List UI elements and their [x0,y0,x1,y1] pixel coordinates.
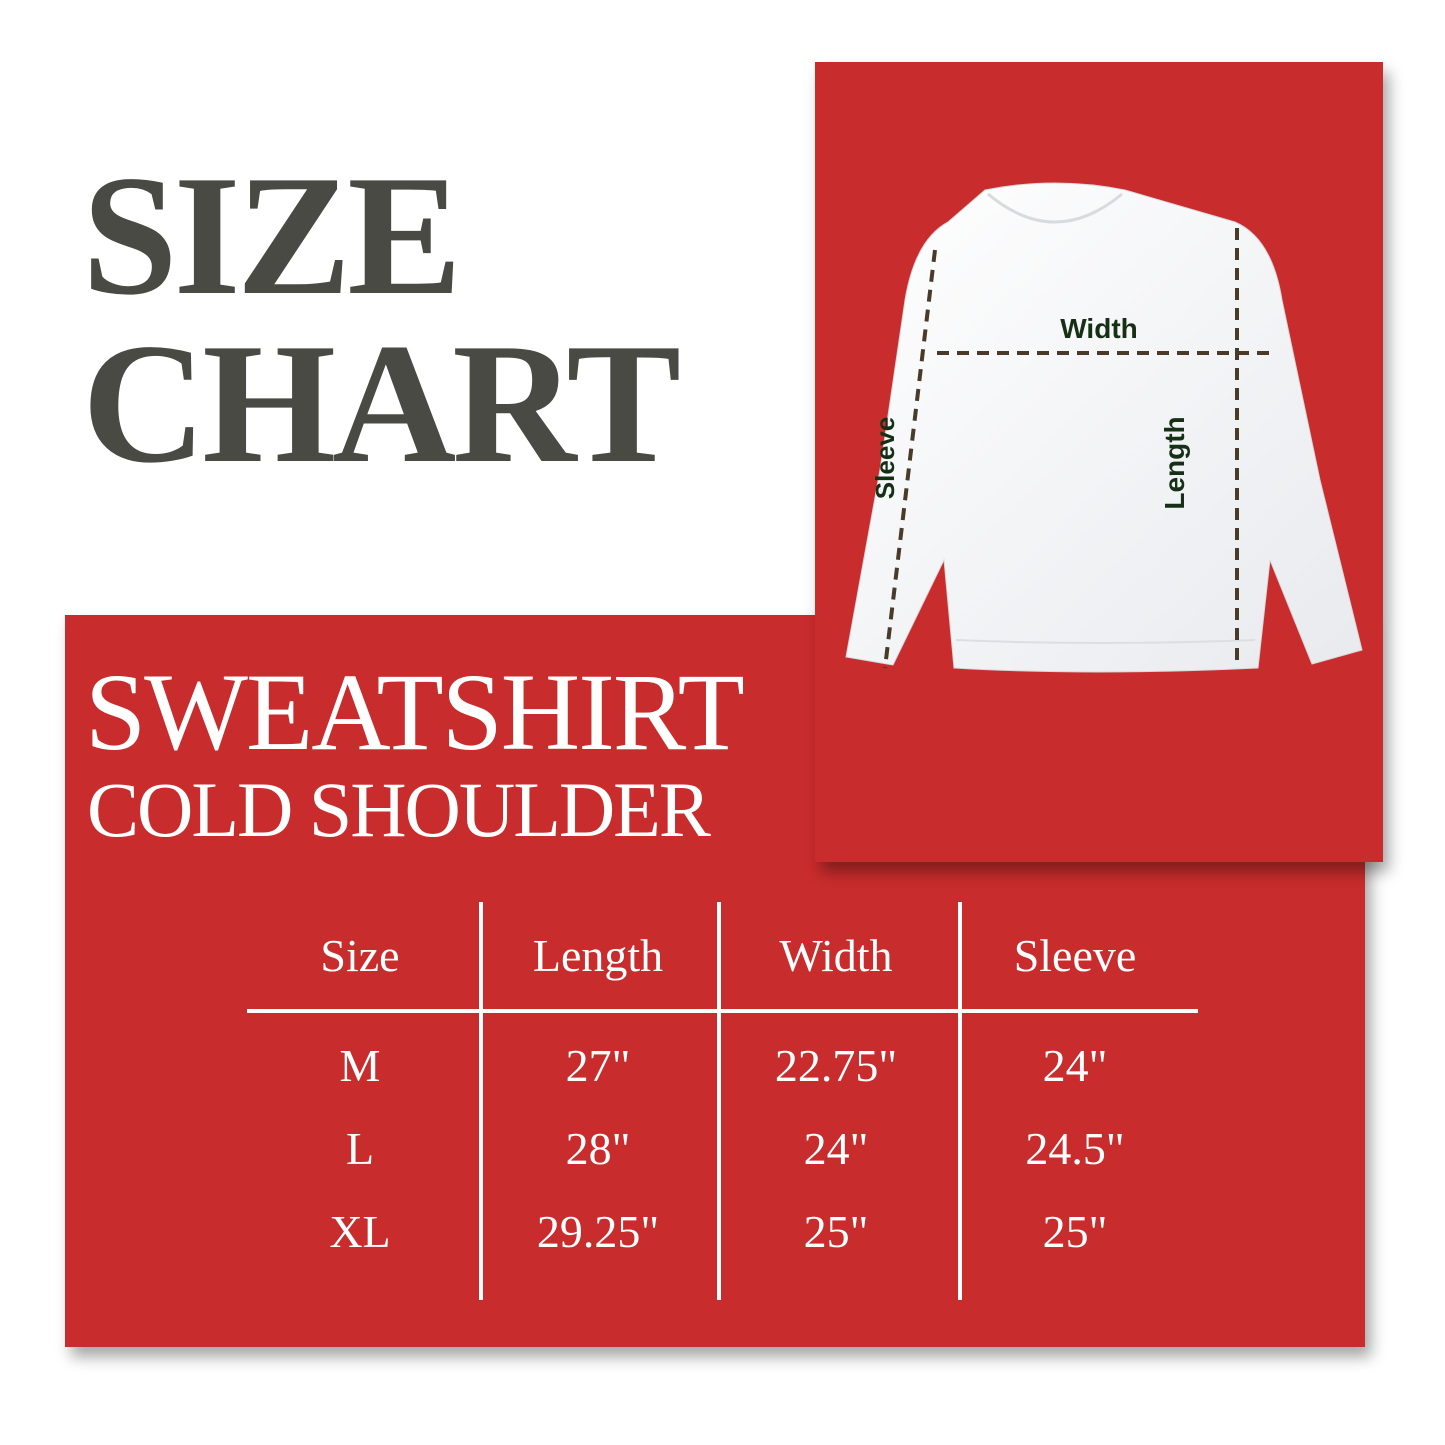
cell-sleeve: 24.5" [1025,1123,1125,1174]
cell-size: M [339,1040,381,1091]
product-name: SWEATSHIRT [85,651,745,773]
sleeve-label: Sleeve [870,417,900,499]
header-divider [247,1009,1198,1013]
sweatshirt-illustration [845,182,1363,673]
header-length: Length [532,930,664,981]
column-divider [958,902,962,1300]
title-chart: CHART [82,309,681,499]
header-size: Size [320,930,400,981]
sweatshirt-diagram: Width Sleeve Length [845,182,1363,673]
cell-width: 25" [803,1206,869,1257]
sleeve-dashed-line [883,249,937,669]
cell-width: 24" [803,1123,869,1174]
cell-length: 29.25" [536,1206,660,1257]
length-label: Length [1159,416,1190,509]
cell-sleeve: 25" [1042,1206,1108,1257]
header-width: Width [779,930,893,981]
hem-rib [955,639,1256,644]
collar [987,192,1123,224]
header-sleeve: Sleeve [1013,930,1137,981]
column-divider [479,902,483,1300]
cell-sleeve: 24" [1042,1040,1108,1091]
column-divider [717,902,721,1300]
cell-size: L [345,1123,375,1174]
title-size: SIZE [82,141,462,331]
product-style: COLD SHOULDER [87,766,711,853]
cell-size: XL [329,1206,391,1257]
measurement-diagram-panel: Width Sleeve Length [815,62,1383,862]
width-label: Width [1060,313,1138,344]
cell-length: 27" [565,1040,631,1091]
cell-length: 28" [565,1123,631,1174]
cell-width: 22.75" [774,1040,898,1091]
